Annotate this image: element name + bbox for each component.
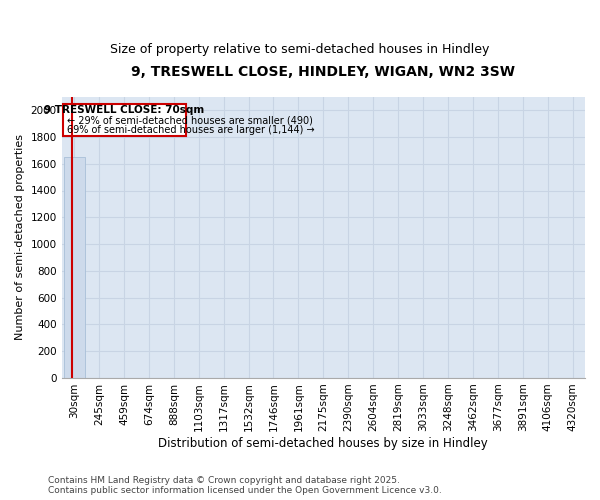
Bar <box>64 157 85 378</box>
Text: 9 TRESWELL CLOSE: 70sqm: 9 TRESWELL CLOSE: 70sqm <box>44 105 205 115</box>
Text: 69% of semi-detached houses are larger (1,144) →: 69% of semi-detached houses are larger (… <box>67 126 314 136</box>
X-axis label: Distribution of semi-detached houses by size in Hindley: Distribution of semi-detached houses by … <box>158 437 488 450</box>
FancyBboxPatch shape <box>63 104 186 136</box>
Title: 9, TRESWELL CLOSE, HINDLEY, WIGAN, WN2 3SW: 9, TRESWELL CLOSE, HINDLEY, WIGAN, WN2 3… <box>131 65 515 79</box>
Y-axis label: Number of semi-detached properties: Number of semi-detached properties <box>15 134 25 340</box>
Text: ← 29% of semi-detached houses are smaller (490): ← 29% of semi-detached houses are smalle… <box>67 116 313 126</box>
Text: Contains HM Land Registry data © Crown copyright and database right 2025.
Contai: Contains HM Land Registry data © Crown c… <box>48 476 442 495</box>
Text: Size of property relative to semi-detached houses in Hindley: Size of property relative to semi-detach… <box>110 42 490 56</box>
